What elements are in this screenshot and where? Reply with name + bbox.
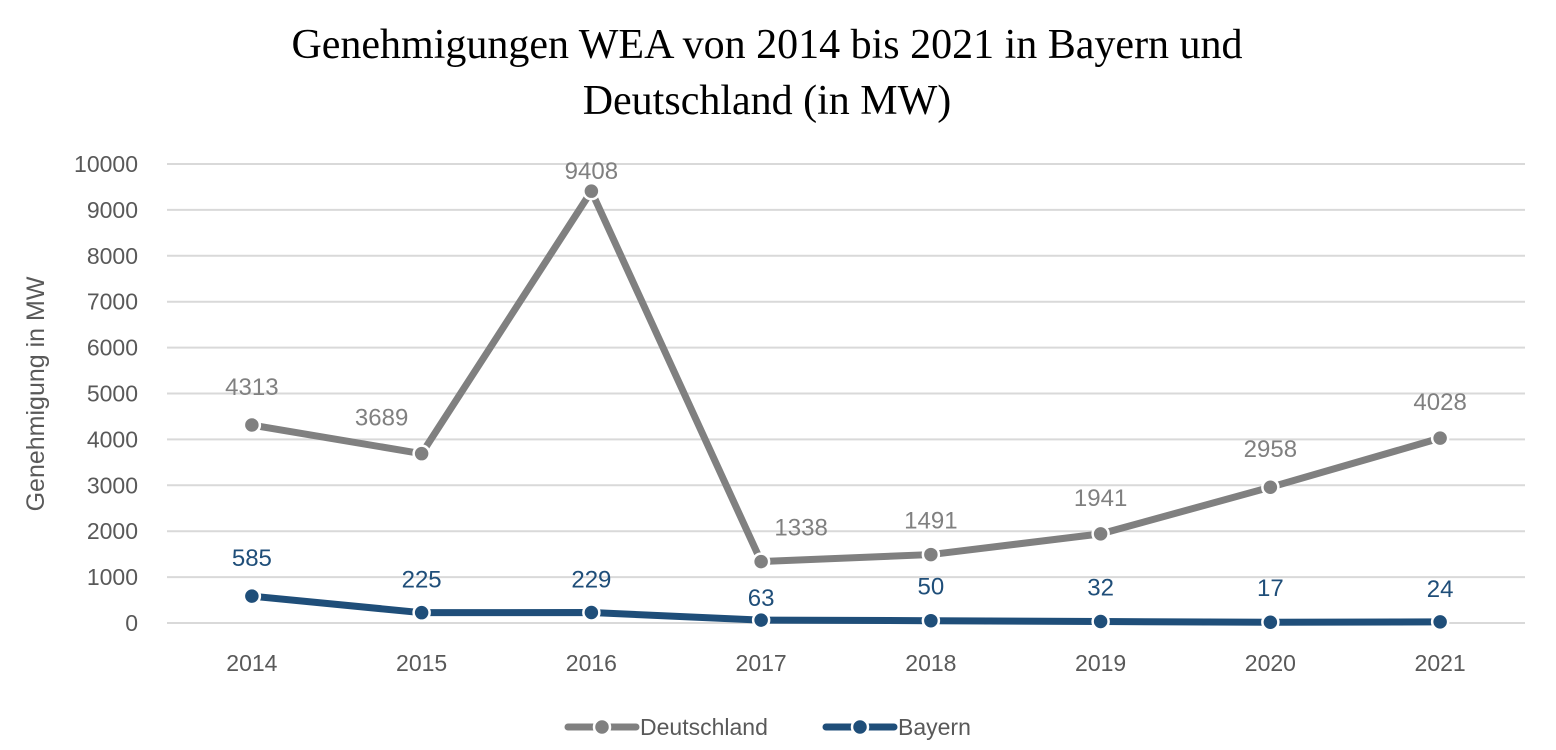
chart-title-line-2: Deutschland (in MW) (583, 78, 952, 124)
y-tick-label: 4000 (87, 426, 138, 452)
y-tick-label: 5000 (87, 381, 138, 407)
data-point-bayern (1091, 612, 1110, 631)
x-tick-label: 2015 (396, 650, 447, 676)
series-line-bayern (248, 592, 1444, 626)
data-label-bayern: 50 (918, 574, 945, 601)
chart-title-line-1: Genehmigungen WEA von 2014 bis 2021 in B… (291, 22, 1242, 68)
data-point-bayern (412, 603, 431, 622)
x-tick-label: 2020 (1245, 650, 1296, 676)
data-point-bayern (921, 611, 941, 630)
data-point-bayern (1430, 612, 1450, 632)
data-point-deutschland (921, 545, 941, 564)
data-label-deutschland: 3689 (355, 405, 408, 432)
data-point-deutschland (751, 552, 771, 571)
data-point-deutschland (412, 444, 431, 463)
data-label-deutschland: 4313 (225, 374, 278, 401)
x-axis-ticks: 2014 2015 2016 2017 2018 2019 2020 2021 (226, 650, 1465, 676)
data-labels: 4313 3689 9408 1338 1491 1941 2958 4028 585 225 22… (225, 158, 1467, 612)
gridlines (167, 163, 1525, 624)
data-point-deutschland (582, 181, 601, 201)
y-tick-label: 7000 (87, 289, 138, 315)
y-axis-title: Genehmigung in MW (22, 276, 50, 511)
series-line-deutschland (248, 187, 1444, 566)
data-point-deutschland (1261, 477, 1280, 497)
data-label-deutschland: 1491 (904, 508, 957, 535)
data-point-deutschland (1091, 524, 1110, 544)
legend-swatch-marker (592, 717, 612, 737)
legend-label-bayern: Bayern (898, 714, 971, 740)
y-tick-label: 3000 (87, 472, 138, 498)
data-label-deutschland: 9408 (565, 158, 618, 185)
x-tick-label: 2019 (1075, 650, 1126, 676)
data-label-deutschland: 2958 (1244, 436, 1297, 463)
data-label-deutschland: 4028 (1413, 389, 1466, 416)
x-tick-label: 2014 (226, 650, 277, 676)
x-tick-label: 2018 (905, 650, 956, 676)
legend: Deutschland Bayern (564, 714, 971, 740)
y-axis-ticks: 0 1000 2000 3000 4000 5000 6000 7000 8000 9000 100… (74, 151, 138, 636)
y-tick-label: 1000 (87, 564, 138, 590)
data-point-deutschland (242, 415, 262, 435)
data-label-bayern: 63 (748, 585, 775, 612)
series-lines (242, 181, 1450, 632)
y-tick-label: 2000 (87, 518, 138, 544)
data-label-bayern: 225 (402, 567, 442, 594)
data-point-bayern (242, 586, 262, 606)
y-tick-label: 6000 (87, 335, 138, 361)
data-label-bayern: 229 (571, 566, 611, 593)
data-label-bayern: 17 (1257, 575, 1284, 602)
x-tick-label: 2017 (736, 650, 787, 676)
legend-swatch-marker (850, 717, 870, 737)
data-point-bayern (1261, 612, 1280, 632)
data-label-bayern: 24 (1427, 576, 1454, 603)
data-label-bayern: 585 (232, 545, 272, 572)
data-point-bayern (751, 610, 771, 630)
y-tick-label: 0 (125, 610, 138, 636)
data-point-deutschland (1430, 428, 1450, 448)
data-label-deutschland: 1941 (1074, 485, 1127, 512)
x-tick-label: 2021 (1415, 650, 1466, 676)
legend-label-deutschland: Deutschland (640, 714, 768, 740)
y-tick-label: 8000 (87, 243, 138, 269)
data-label-bayern: 32 (1087, 575, 1114, 602)
y-tick-label: 10000 (74, 151, 138, 177)
x-tick-label: 2016 (566, 650, 617, 676)
data-point-bayern (582, 603, 601, 622)
data-label-deutschland: 1338 (774, 515, 827, 542)
y-tick-label: 9000 (87, 197, 138, 223)
